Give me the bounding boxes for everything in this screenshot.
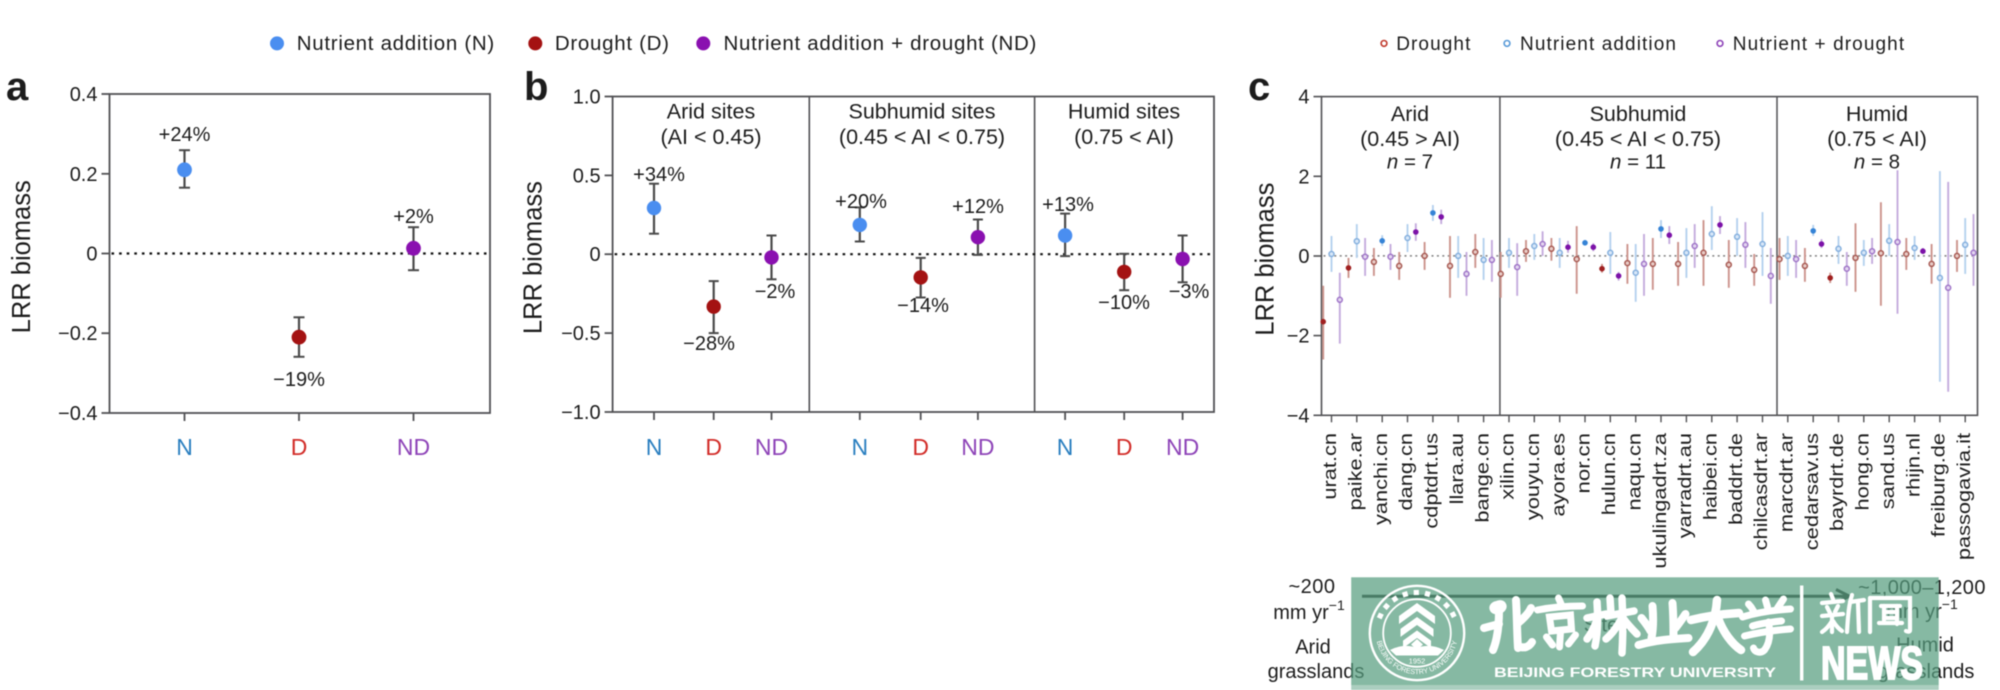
svg-text:4: 4 <box>1298 87 1309 109</box>
svg-text:sand.us: sand.us <box>1878 433 1898 509</box>
svg-text:−3%: −3% <box>1169 281 1210 303</box>
svg-text:(0.75 < AI): (0.75 < AI) <box>1827 127 1927 151</box>
svg-text:0: 0 <box>86 244 97 266</box>
svg-text:xilin.cn: xilin.cn <box>1498 433 1518 500</box>
svg-text:Nutrient addition + drought (N: Nutrient addition + drought (ND) <box>724 32 1038 55</box>
svg-text:−0.2: −0.2 <box>58 323 97 345</box>
svg-text:0: 0 <box>589 244 600 266</box>
svg-text:llara.au: llara.au <box>1447 433 1467 504</box>
svg-text:−19%: −19% <box>273 369 325 391</box>
svg-text:D: D <box>291 434 308 460</box>
svg-text:rhijn.nl: rhijn.nl <box>1903 433 1923 497</box>
svg-text:chilcasdrt.ar: chilcasdrt.ar <box>1751 433 1771 550</box>
svg-text:−4: −4 <box>1287 405 1310 427</box>
svg-text:+34%: +34% <box>633 164 685 186</box>
svg-text:n = 8: n = 8 <box>1854 151 1900 174</box>
svg-text:(0.45 < AI < 0.75): (0.45 < AI < 0.75) <box>839 125 1005 149</box>
svg-text:N: N <box>851 434 868 460</box>
svg-text:−2%: −2% <box>755 281 796 303</box>
svg-text:2: 2 <box>1298 166 1309 188</box>
svg-text:LRR biomass: LRR biomass <box>8 180 36 333</box>
svg-text:a: a <box>6 65 29 109</box>
svg-text:0.4: 0.4 <box>70 84 98 106</box>
svg-text:n = 7: n = 7 <box>1387 151 1433 174</box>
svg-text:+13%: +13% <box>1042 194 1094 216</box>
svg-text:0.5: 0.5 <box>573 165 601 187</box>
svg-text:(AI < 0.45): (AI < 0.45) <box>661 125 762 149</box>
svg-text:paike.ar: paike.ar <box>1346 433 1366 511</box>
svg-text:c: c <box>1248 65 1270 109</box>
svg-text:−10%: −10% <box>1098 292 1150 314</box>
svg-text:freiburg.de: freiburg.de <box>1929 433 1949 537</box>
svg-text:cedarsav.us: cedarsav.us <box>1802 433 1822 550</box>
svg-text:D: D <box>1116 434 1133 460</box>
svg-text:−0.4: −0.4 <box>58 403 97 425</box>
svg-text:+2%: +2% <box>393 206 434 228</box>
svg-text:Arid: Arid <box>1295 637 1331 659</box>
svg-text:cdptdrt.us: cdptdrt.us <box>1422 433 1442 529</box>
svg-text:1952: 1952 <box>1409 657 1426 666</box>
svg-text:Humid sites: Humid sites <box>1068 99 1180 123</box>
svg-text:mm yr−1: mm yr−1 <box>1273 597 1345 624</box>
svg-text:b: b <box>524 65 548 109</box>
svg-text:(0.45 > AI): (0.45 > AI) <box>1360 127 1460 151</box>
svg-text:N: N <box>1057 434 1074 460</box>
svg-text:Nutrient addition (N): Nutrient addition (N) <box>297 32 495 55</box>
svg-text:LRR biomass: LRR biomass <box>1251 183 1279 336</box>
svg-text:(0.45 < AI < 0.75): (0.45 < AI < 0.75) <box>1555 127 1721 151</box>
svg-text:dang.cn: dang.cn <box>1396 433 1416 511</box>
svg-text:Subhumid: Subhumid <box>1590 102 1687 126</box>
svg-text:Nutrient addition: Nutrient addition <box>1520 34 1677 55</box>
svg-text:haibei.cn: haibei.cn <box>1701 433 1721 520</box>
svg-text:yanchi.cn: yanchi.cn <box>1371 433 1391 525</box>
svg-text:Humid: Humid <box>1846 102 1908 126</box>
svg-text:+12%: +12% <box>952 196 1004 218</box>
svg-text:ayora.es: ayora.es <box>1548 433 1568 517</box>
svg-text:+20%: +20% <box>835 191 887 213</box>
svg-text:yarradrt.au: yarradrt.au <box>1675 433 1695 538</box>
svg-text:bayrdrt.de: bayrdrt.de <box>1827 433 1847 531</box>
svg-text:ND: ND <box>397 434 430 460</box>
svg-text:baddrt.de: baddrt.de <box>1726 433 1746 525</box>
svg-text:−28%: −28% <box>683 333 735 355</box>
svg-text:marcdrt.ar: marcdrt.ar <box>1777 433 1797 532</box>
svg-text:0: 0 <box>1298 246 1309 268</box>
svg-text:+24%: +24% <box>159 124 211 146</box>
svg-text:N: N <box>176 434 193 460</box>
svg-text:D: D <box>912 434 929 460</box>
svg-text:ND: ND <box>1166 434 1199 460</box>
svg-text:Nutrient + drought: Nutrient + drought <box>1733 34 1905 55</box>
svg-text:bange.cn: bange.cn <box>1472 433 1492 523</box>
svg-text:~200: ~200 <box>1288 576 1335 598</box>
svg-text:−0.5: −0.5 <box>561 323 600 345</box>
svg-text:−2: −2 <box>1287 326 1310 348</box>
svg-text:hulun.cn: hulun.cn <box>1599 433 1619 515</box>
svg-text:1.0: 1.0 <box>573 87 601 109</box>
svg-text:Subhumid sites: Subhumid sites <box>849 99 996 123</box>
svg-text:grasslands: grasslands <box>1268 661 1365 683</box>
svg-text:nor.cn: nor.cn <box>1574 433 1594 494</box>
svg-text:(0.75 < AI): (0.75 < AI) <box>1074 125 1174 149</box>
svg-text:naqu.cn: naqu.cn <box>1624 433 1644 511</box>
svg-text:Arid: Arid <box>1391 102 1429 126</box>
svg-text:BEIJING FORESTRY UNIVERSITY: BEIJING FORESTRY UNIVERSITY <box>1494 664 1777 680</box>
svg-text:youyu.cn: youyu.cn <box>1523 433 1543 520</box>
svg-text:n = 11: n = 11 <box>1610 151 1666 174</box>
svg-text:ND: ND <box>961 434 994 460</box>
svg-text:ukulingadrt.za: ukulingadrt.za <box>1650 432 1670 569</box>
svg-text:Drought: Drought <box>1396 34 1471 55</box>
svg-text:−14%: −14% <box>897 295 949 317</box>
svg-text:Arid sites: Arid sites <box>667 99 755 123</box>
svg-text:hong.cn: hong.cn <box>1853 433 1873 511</box>
svg-text:passogavia.it: passogavia.it <box>1954 433 1974 560</box>
svg-text:−1.0: −1.0 <box>561 402 600 424</box>
svg-text:ND: ND <box>755 434 788 460</box>
svg-text:D: D <box>705 434 722 460</box>
svg-text:LRR biomass: LRR biomass <box>520 181 548 334</box>
svg-text:NEWS: NEWS <box>1821 637 1923 689</box>
svg-text:urat.cn: urat.cn <box>1320 433 1340 500</box>
svg-text:Drought (D): Drought (D) <box>555 32 670 55</box>
svg-text:0.2: 0.2 <box>70 164 98 186</box>
svg-text:N: N <box>646 434 663 460</box>
